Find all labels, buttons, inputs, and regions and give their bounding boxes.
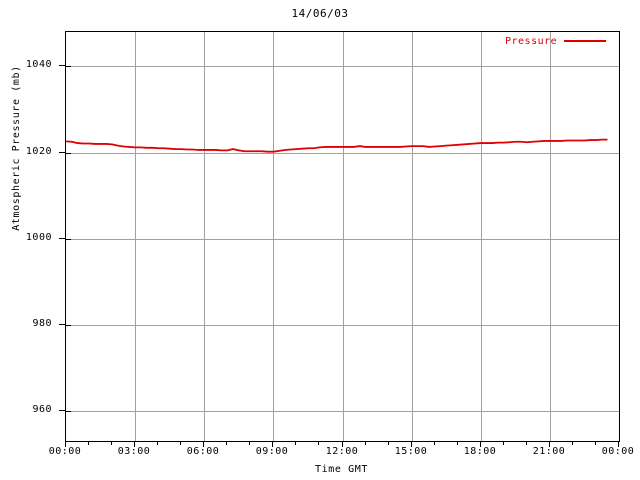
gridline-vertical	[273, 32, 274, 441]
x-tick-minor	[457, 441, 458, 445]
x-tick-minor	[595, 441, 596, 445]
legend: Pressure	[505, 34, 607, 48]
y-tick-mark	[66, 66, 71, 67]
x-tick-mark	[134, 441, 135, 447]
gridline-vertical	[135, 32, 136, 441]
x-axis-title: Time GMT	[315, 464, 368, 475]
y-tick-mark-outer	[59, 65, 65, 66]
series-pressure-line	[66, 138, 608, 153]
x-tick-minor	[434, 441, 435, 445]
gridline-horizontal	[66, 153, 619, 154]
x-tick-minor	[111, 441, 112, 445]
x-tick-mark	[480, 441, 481, 447]
x-tick-mark	[549, 441, 550, 447]
x-tick-minor	[249, 441, 250, 445]
y-tick-mark-outer	[59, 410, 65, 411]
gridline-vertical	[343, 32, 344, 441]
y-tick-mark-outer	[59, 238, 65, 239]
y-tick-label: 980	[32, 318, 52, 329]
gridline-horizontal	[66, 239, 619, 240]
x-tick-label: 00:00	[48, 446, 82, 457]
plot-area	[65, 31, 620, 442]
y-tick-mark-outer	[59, 152, 65, 153]
y-tick-label: 1020	[25, 146, 52, 157]
x-tick-minor	[295, 441, 296, 445]
data-line-pressure	[66, 138, 608, 153]
x-tick-minor	[388, 441, 389, 445]
x-tick-minor	[88, 441, 89, 445]
legend-line-pressure	[564, 40, 607, 42]
y-tick-mark-outer	[59, 324, 65, 325]
x-tick-label: 09:00	[255, 446, 289, 457]
x-tick-mark	[342, 441, 343, 447]
y-tick-mark	[66, 411, 71, 412]
x-tick-mark	[65, 441, 66, 447]
x-tick-mark	[203, 441, 204, 447]
y-tick-mark	[66, 239, 71, 240]
x-tick-label: 03:00	[117, 446, 151, 457]
y-tick-label: 1040	[25, 59, 52, 70]
y-tick-mark	[66, 325, 71, 326]
x-tick-minor	[572, 441, 573, 445]
gridline-horizontal	[66, 325, 619, 326]
x-tick-mark	[411, 441, 412, 447]
x-tick-minor	[318, 441, 319, 445]
x-tick-label: 00:00	[601, 446, 635, 457]
x-tick-minor	[157, 441, 158, 445]
y-tick-label: 1000	[25, 232, 52, 243]
y-tick-label: 960	[32, 404, 52, 415]
x-tick-minor	[526, 441, 527, 445]
x-tick-mark	[272, 441, 273, 447]
gridline-vertical	[481, 32, 482, 441]
legend-label-pressure: Pressure	[505, 35, 558, 47]
chart-title: 14/06/03	[291, 7, 349, 20]
x-tick-label: 21:00	[532, 446, 566, 457]
x-tick-mark	[618, 441, 619, 447]
gridline-horizontal	[66, 411, 619, 412]
x-tick-label: 18:00	[463, 446, 497, 457]
gridline-vertical	[550, 32, 551, 441]
x-tick-label: 12:00	[325, 446, 359, 457]
x-tick-minor	[226, 441, 227, 445]
x-tick-label: 15:00	[394, 446, 428, 457]
gridline-vertical	[412, 32, 413, 441]
x-tick-minor	[503, 441, 504, 445]
x-tick-minor	[180, 441, 181, 445]
x-tick-label: 06:00	[186, 446, 220, 457]
x-tick-minor	[365, 441, 366, 445]
gridline-horizontal	[66, 66, 619, 67]
gridline-vertical	[204, 32, 205, 441]
y-tick-mark	[66, 153, 71, 154]
